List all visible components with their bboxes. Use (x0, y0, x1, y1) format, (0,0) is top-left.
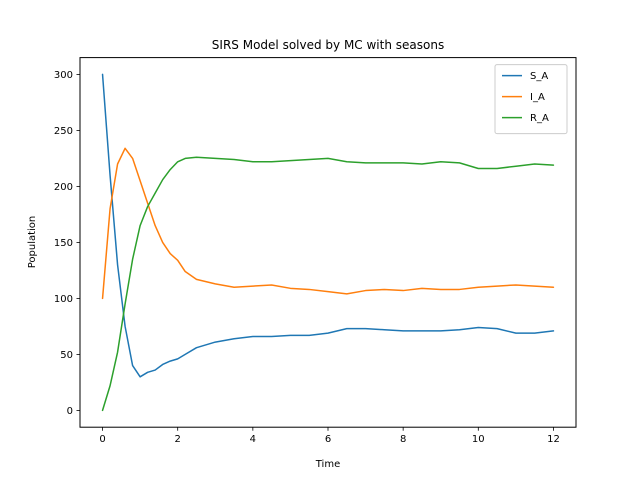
y-tick-label: 200 (54, 182, 73, 193)
x-tick-label: 0 (99, 434, 105, 445)
series-line-s-a (101, 73, 555, 378)
y-tick-label: 300 (54, 70, 73, 81)
x-axis-title: Time (315, 459, 340, 470)
x-tick-label: 8 (400, 434, 406, 445)
y-tick-label: 0 (67, 406, 73, 417)
plot-area (101, 73, 555, 412)
y-tick-label: 250 (54, 126, 73, 137)
x-tick-label: 12 (547, 434, 560, 445)
legend: S_A I_A R_A (494, 64, 568, 135)
series-line-i-a (101, 147, 555, 300)
axis-ticks: 0 2 4 6 8 10 12 0 50 100 150 200 250 300 (54, 70, 560, 445)
legend-label: R_A (530, 113, 549, 124)
legend-box (494, 64, 568, 135)
y-tick-label: 150 (54, 238, 73, 249)
series-line-r-a (101, 156, 555, 412)
x-tick-label: 6 (325, 434, 331, 445)
legend-label: S_A (530, 71, 548, 82)
y-axis-title: Population (27, 216, 38, 269)
chart-title: SIRS Model solved by MC with seasons (212, 38, 444, 52)
y-tick-label: 100 (54, 294, 73, 305)
x-tick-label: 2 (175, 434, 181, 445)
legend-label: I_A (530, 92, 545, 103)
x-tick-label: 4 (250, 434, 256, 445)
y-tick-label: 50 (60, 350, 73, 361)
x-tick-label: 10 (472, 434, 485, 445)
